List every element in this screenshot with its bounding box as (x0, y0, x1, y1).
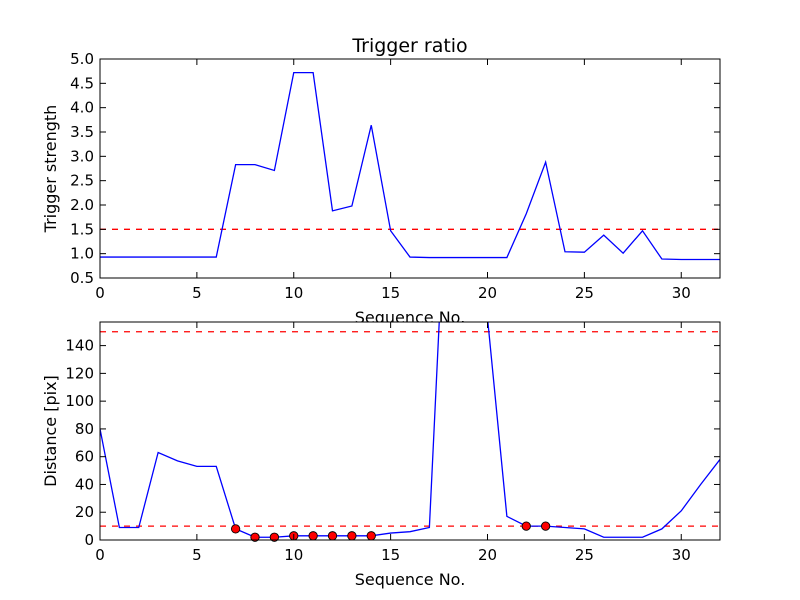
y-tick-label: 60 (75, 448, 94, 466)
x-tick-label: 30 (672, 284, 691, 302)
axes-frame (99, 321, 721, 541)
data-point-marker (230, 524, 241, 534)
y-tick-label: 0 (84, 531, 94, 549)
chart-title: Trigger ratio (351, 35, 467, 57)
x-tick-label: 20 (478, 546, 497, 564)
y-tick-label: 80 (75, 420, 94, 438)
plot-area (100, 59, 720, 278)
y-tick-label: 3.5 (70, 123, 94, 141)
y-tick-label: 4.5 (70, 74, 94, 92)
series-line (100, 71, 720, 261)
x-tick-label: 0 (95, 284, 105, 302)
axes-frame (99, 58, 721, 279)
y-tick-label: 40 (75, 475, 94, 493)
data-layer (100, 322, 720, 538)
data-point-marker (366, 531, 376, 541)
x-tick-label: 0 (95, 546, 105, 564)
data-layer (100, 71, 720, 261)
x-tick-label: 10 (284, 546, 303, 564)
y-tick-label: 1.0 (70, 245, 94, 263)
data-point-marker (347, 531, 357, 541)
x-tick-label: 10 (284, 284, 303, 302)
y-tick-label: 0.5 (70, 269, 94, 287)
series-line (100, 322, 720, 538)
x-tick-label: 15 (381, 284, 400, 302)
y-tick-label: 20 (75, 503, 94, 521)
top-panel-trigger-ratio: 0 5 10 15 20 25 30 0.5 1.0 1.5 2.0 2.5 3.0 3.5 4.0 4.5 5… (41, 35, 721, 327)
y-tick-label: 2.0 (70, 196, 94, 214)
data-point-marker (308, 531, 318, 541)
y-tick-label: 5.0 (70, 50, 94, 68)
plot-area (100, 322, 720, 540)
y-axis-label: Trigger strength (41, 105, 60, 234)
y-axis-label: Distance [pix] (41, 375, 60, 487)
data-point-marker (540, 521, 551, 531)
bottom-panel-distance: 0 5 10 15 20 25 30 0 20 40 60 80 100 120 140 Sequence N… (41, 321, 721, 589)
x-tick-label: 25 (575, 284, 594, 302)
data-point-marker (250, 532, 260, 542)
x-axis-label: Sequence No. (355, 570, 466, 589)
x-tick-label: 5 (192, 284, 202, 302)
data-point-marker (521, 521, 531, 531)
x-tick-label: 20 (478, 284, 497, 302)
x-tick-label: 30 (672, 546, 691, 564)
data-point-marker (327, 531, 338, 541)
x-tick-label: 15 (381, 546, 400, 564)
y-tick-label: 4.0 (70, 99, 94, 117)
x-tick-label: 25 (575, 546, 594, 564)
y-tick-label: 3.0 (70, 147, 94, 165)
y-tick-label: 1.5 (70, 220, 94, 238)
y-tick-label: 100 (65, 392, 94, 410)
x-tick-label: 5 (192, 546, 202, 564)
y-tick-label: 2.5 (70, 172, 94, 190)
y-tick-label: 120 (65, 364, 94, 382)
y-tick-label: 140 (65, 337, 94, 355)
data-point-marker (269, 532, 280, 542)
